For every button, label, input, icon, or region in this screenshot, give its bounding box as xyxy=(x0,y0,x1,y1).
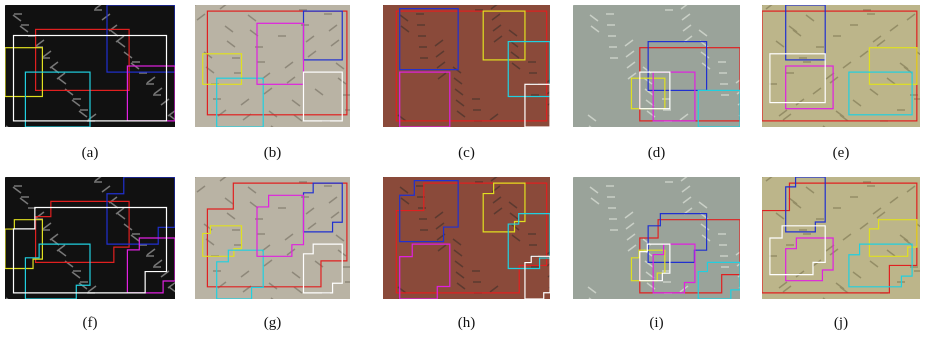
image xyxy=(573,177,740,299)
caption: (i) xyxy=(617,315,697,332)
image-panel xyxy=(195,177,350,299)
image-panel xyxy=(195,5,350,127)
image xyxy=(383,177,550,299)
image xyxy=(383,5,550,127)
image xyxy=(195,5,350,127)
image-panel xyxy=(5,177,175,299)
caption: (e) xyxy=(801,145,881,162)
image-panel xyxy=(762,5,920,127)
image-panel xyxy=(762,177,920,299)
caption: (d) xyxy=(617,145,697,162)
image xyxy=(5,5,175,127)
caption: (a) xyxy=(50,145,130,162)
image-panel xyxy=(383,177,550,299)
image-panel xyxy=(573,5,740,127)
caption: (c) xyxy=(427,145,507,162)
image-panel xyxy=(383,5,550,127)
image-panel xyxy=(573,177,740,299)
caption: (h) xyxy=(427,315,507,332)
image xyxy=(195,177,350,299)
image-panel xyxy=(5,5,175,127)
image xyxy=(5,177,175,299)
image xyxy=(762,5,920,127)
caption: (g) xyxy=(233,315,313,332)
image xyxy=(762,177,920,299)
figure: {"panels": [ {"caption": "(a)"}, {"capti… xyxy=(0,0,928,337)
caption: (j) xyxy=(801,315,881,332)
image xyxy=(573,5,740,127)
caption: (f) xyxy=(50,315,130,332)
caption: (b) xyxy=(233,145,313,162)
